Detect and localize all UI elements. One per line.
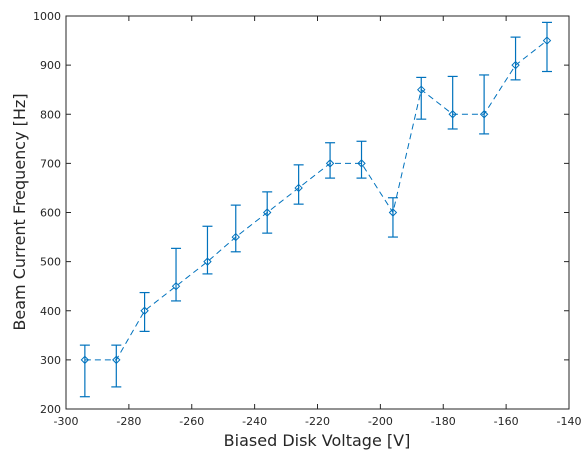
error-bar	[510, 36, 521, 81]
error-bar	[139, 291, 150, 332]
data-point	[203, 257, 212, 266]
error-bar	[171, 247, 182, 302]
data-point	[479, 110, 489, 119]
x-tick-label: -260	[179, 415, 204, 428]
data-point	[325, 159, 335, 168]
y-tick-label: 600	[40, 207, 61, 220]
x-tick-label: -140	[557, 415, 581, 428]
data-point	[112, 355, 121, 365]
error-bar	[111, 344, 122, 388]
x-tick-label: -200	[368, 415, 393, 428]
data-point	[171, 281, 181, 291]
error-bar	[416, 76, 427, 120]
y-tick-label: 200	[40, 403, 61, 416]
x-tick-label: -280	[116, 415, 141, 428]
data-point	[140, 306, 149, 315]
data-markers	[80, 36, 552, 365]
x-axis-title: Biased Disk Voltage [V]	[224, 431, 411, 450]
error-bar	[79, 344, 90, 398]
x-tick-label: -220	[305, 415, 330, 428]
data-point	[294, 183, 303, 193]
data-point	[231, 232, 240, 242]
y-tick-label: 400	[40, 305, 61, 318]
x-tick-label: -160	[494, 415, 519, 428]
error-bar	[230, 204, 241, 253]
data-point	[262, 208, 272, 217]
error-bar	[387, 197, 398, 238]
y-tick-label: 500	[40, 256, 61, 269]
error-bar	[541, 21, 552, 73]
axis-ticks: -300 -280 -260 -240 -220 -200 -180 -160 -140 200 3…	[33, 10, 581, 428]
y-tick-label: 800	[40, 108, 61, 121]
data-point	[417, 85, 426, 94]
y-axis-title: Beam Current Frequency [Hz]	[10, 93, 29, 330]
data-point	[448, 110, 457, 119]
x-tick-label: -240	[242, 415, 267, 428]
plot-area	[65, 15, 570, 410]
data-point	[388, 208, 398, 217]
data-point	[542, 36, 552, 45]
x-tick-label: -300	[54, 415, 79, 428]
error-bar	[447, 75, 458, 130]
error-bar	[202, 225, 213, 275]
y-tick-label: 900	[40, 59, 61, 72]
y-tick-label: 1000	[33, 10, 61, 23]
data-point	[511, 60, 520, 70]
series-line	[84, 40, 548, 361]
y-tick-label: 300	[40, 354, 61, 367]
data-point	[357, 159, 366, 168]
x-tick-label: -180	[431, 415, 456, 428]
data-point	[80, 355, 90, 365]
error-bar	[479, 74, 490, 135]
y-tick-label: 700	[40, 157, 61, 170]
